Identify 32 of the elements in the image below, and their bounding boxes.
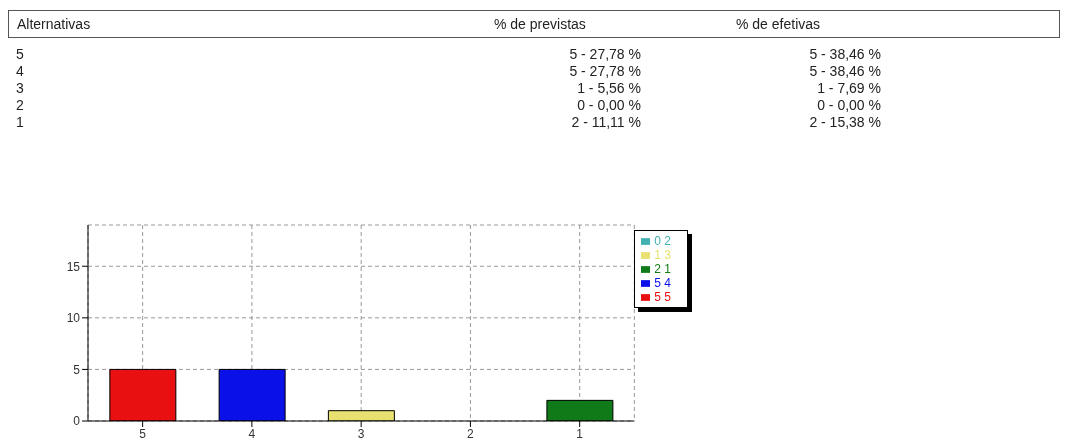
category-label: 1 <box>16 114 24 130</box>
category-label: 2 <box>16 97 24 113</box>
text: 5 - 27,78 % <box>569 46 641 62</box>
legend-label: 5 5 <box>654 290 671 304</box>
y-tick-label: 15 <box>66 259 81 274</box>
y-tick-label: 5 <box>73 362 81 377</box>
text: % de previstas <box>494 16 586 32</box>
text: % de efetivas <box>736 16 821 32</box>
x-tick-label: 2 <box>467 426 475 441</box>
text: 5 - 38,46 % <box>809 63 881 79</box>
x-tick-label: 1 <box>576 426 584 441</box>
x-tick-label: 3 <box>357 426 365 441</box>
text: 5 - 38,46 % <box>809 46 881 62</box>
y-tick-label: 10 <box>66 311 81 326</box>
text: 2 - 15,38 % <box>809 114 881 130</box>
category-label: 5 <box>16 46 24 62</box>
legend-label: 5 4 <box>654 276 671 290</box>
category-label: 3 <box>16 80 24 96</box>
x-tick-label: 4 <box>248 426 256 441</box>
text: 2 - 11,11 % <box>571 114 641 130</box>
y-tick-label: 0 <box>73 414 81 429</box>
legend-label: 2 1 <box>654 262 671 276</box>
category-label: 4 <box>16 63 24 79</box>
text: 0 - 0,00 % <box>817 97 881 113</box>
text: 0 - 0,00 % <box>577 97 641 113</box>
text: 1 - 7,69 % <box>817 80 881 96</box>
legend-label: 1 3 <box>654 248 671 262</box>
x-tick-label: 5 <box>139 426 147 441</box>
text: Alternativas <box>17 16 91 32</box>
text: 5 - 27,78 % <box>569 63 641 79</box>
legend-label: 0 2 <box>654 234 671 248</box>
text: 1 - 5,56 % <box>577 80 641 96</box>
